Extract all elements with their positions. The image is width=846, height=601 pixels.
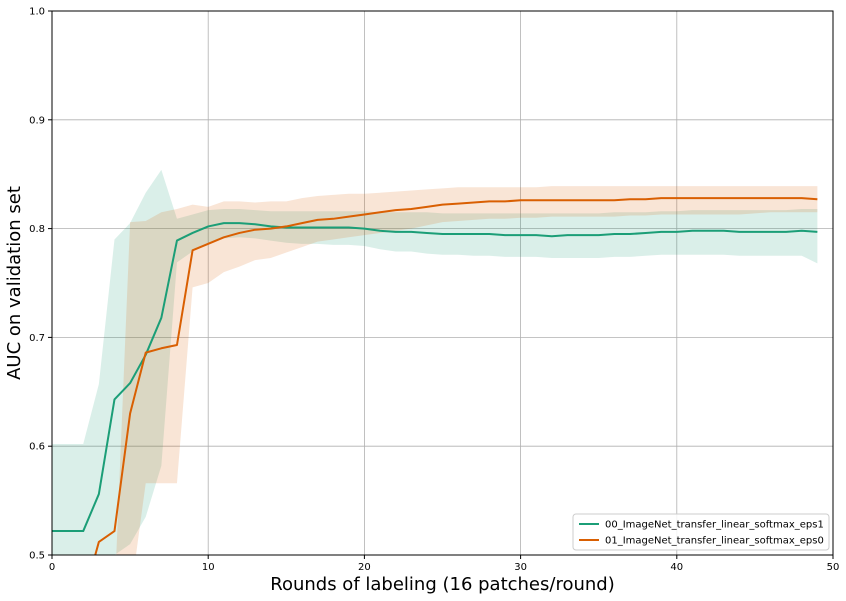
legend: 00_ImageNet_transfer_linear_softmax_eps1… xyxy=(572,513,830,551)
y-axis-title: AUC on validation set xyxy=(4,186,25,380)
y-tick-label: 0.5 xyxy=(29,551,45,562)
legend-label: 01_ImageNet_transfer_linear_softmax_eps0 xyxy=(605,536,824,547)
confidence-band-1 xyxy=(116,186,818,555)
series-lines xyxy=(52,197,818,555)
x-tick-label: 20 xyxy=(358,562,371,573)
x-tick-label: 40 xyxy=(670,562,683,573)
x-tick-label: 0 xyxy=(49,562,55,573)
y-tick-label: 1.0 xyxy=(29,7,45,18)
axis-ticks: 0 10 20 30 40 50 0.5 0.6 0.7 0.8 0.9 1.0 xyxy=(29,7,839,574)
x-tick-label: 10 xyxy=(202,562,215,573)
x-tick-label: 30 xyxy=(514,562,527,573)
confidence-band-0 xyxy=(52,169,818,555)
x-axis-title: Rounds of labeling (16 patches/round) xyxy=(270,574,614,595)
legend-label: 00_ImageNet_transfer_linear_softmax_eps1 xyxy=(605,520,824,531)
series-line-0 xyxy=(52,222,818,533)
confidence-bands xyxy=(52,169,818,555)
y-tick-label: 0.9 xyxy=(29,115,45,126)
legend-box xyxy=(572,513,830,551)
y-tick-label: 0.8 xyxy=(29,224,45,235)
x-tick-label: 50 xyxy=(827,562,840,573)
grid-lines xyxy=(52,11,833,555)
plot-frame xyxy=(51,10,834,556)
y-tick-label: 0.7 xyxy=(29,333,45,344)
series-line-1 xyxy=(94,197,818,555)
y-tick-label: 0.6 xyxy=(29,442,45,453)
